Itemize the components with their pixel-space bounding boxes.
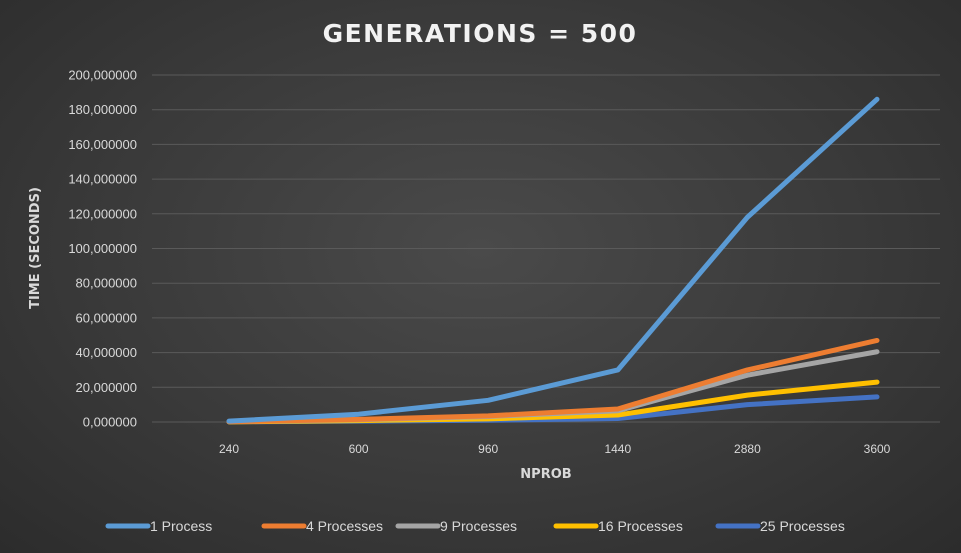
x-tick-label: 600 [349, 442, 369, 456]
y-tick-label: 200,000000 [68, 68, 137, 83]
gridlines [152, 74, 940, 423]
x-axis-ticks: 240 600 960 1440 2880 3600 [219, 442, 891, 456]
y-tick-label: 180,000000 [68, 102, 137, 117]
legend-item: 9 Processes [395, 518, 517, 534]
legend-label: 25 Processes [760, 518, 845, 534]
legend-item: 16 Processes [553, 518, 683, 534]
legend: 1 Process 4 Processes 9 Processes 16 Proces… [105, 518, 845, 534]
y-tick-label: 60,000000 [76, 310, 137, 325]
legend-item: 1 Process [105, 518, 212, 534]
x-tick-label: 1440 [604, 442, 631, 456]
y-tick-label: 120,000000 [68, 206, 137, 221]
y-tick-label: 100,000000 [68, 241, 137, 256]
series-line [226, 96, 880, 424]
legend-label: 9 Processes [440, 518, 517, 534]
x-tick-label: 2880 [734, 442, 761, 456]
y-axis-ticks: 0,000000 20,000000 40,000000 60,000000 80,00… [68, 68, 137, 430]
x-tick-label: 240 [219, 442, 239, 456]
x-tick-label: 3600 [864, 442, 891, 456]
y-tick-label: 0,000000 [83, 415, 137, 430]
legend-label: 1 Process [150, 518, 212, 534]
legend-item: 25 Processes [715, 518, 845, 534]
series-lines [226, 96, 880, 425]
legend-label: 16 Processes [598, 518, 683, 534]
y-tick-label: 140,000000 [68, 172, 137, 187]
x-axis-label: NPROB [520, 467, 571, 482]
y-tick-label: 40,000000 [76, 345, 137, 360]
legend-item: 4 Processes [261, 518, 383, 534]
y-tick-label: 20,000000 [76, 380, 137, 395]
y-axis-label: TIME (SECONDS) [28, 187, 43, 309]
legend-label: 4 Processes [306, 518, 383, 534]
y-tick-label: 160,000000 [68, 137, 137, 152]
chart-title: GENERATIONS = 500 [323, 19, 638, 48]
x-tick-label: 960 [478, 442, 498, 456]
y-tick-label: 80,000000 [76, 276, 137, 291]
series-line [226, 337, 880, 425]
